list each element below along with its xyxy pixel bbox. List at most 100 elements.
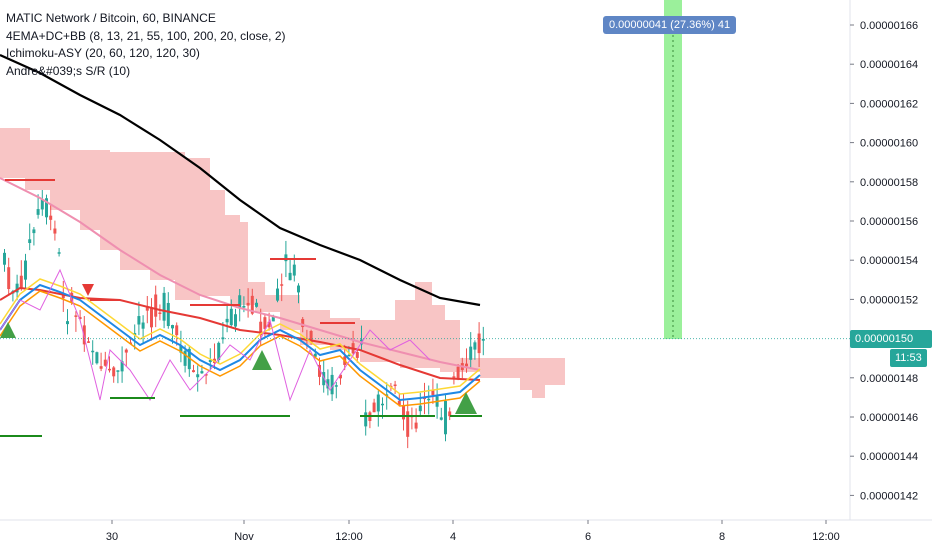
candle-body (288, 272, 292, 281)
time-axis[interactable]: 30 Nov 12:00 4 6 8 12:00 (106, 520, 840, 543)
candle-body (196, 374, 200, 378)
ema200-line (0, 53, 481, 307)
price-tick-label: 0.00000154 (860, 255, 918, 267)
candle-body (49, 215, 53, 220)
candle-body (339, 374, 342, 379)
candle-body (204, 374, 208, 376)
candle-body (481, 338, 485, 341)
candle-body (112, 367, 116, 377)
candle-body (431, 389, 435, 395)
pink-line (0, 177, 481, 371)
blue-ema-line (0, 283, 481, 402)
candle-body (427, 398, 431, 401)
candle-body (154, 294, 158, 317)
price-tick-label: 0.00000156 (860, 216, 918, 228)
candle-body (376, 394, 380, 412)
candle-body (372, 402, 376, 413)
candle-body (99, 366, 103, 369)
yellow-ema-line (0, 278, 481, 395)
price-tick-label: 0.00000166 (860, 20, 918, 32)
candle-body (40, 199, 44, 210)
measure-zone-group (664, 0, 682, 339)
candle-body (364, 412, 368, 427)
buy-signal-triangle (455, 392, 477, 414)
buy-signal-triangle (252, 350, 272, 370)
sell-signal-triangle (82, 284, 94, 296)
candle-body (74, 315, 78, 317)
candle-body (187, 348, 191, 370)
candle-body (124, 349, 128, 353)
candle-body (242, 306, 246, 308)
candle-body (347, 354, 351, 357)
candle-body (141, 322, 145, 329)
candle-body (145, 307, 149, 311)
indicator-lines-group (0, 53, 481, 407)
legend-symbol-title[interactable]: MATIC Network / Bitcoin, 60, BINANCE (6, 11, 216, 25)
candle-body (19, 275, 23, 289)
legend-sr-indicator[interactable]: Andre&#039;s S/R (10) (6, 63, 131, 78)
candle-body (456, 366, 460, 380)
chart-legend: MATIC Network / Bitcoin, 60, BINANCE 4EM… (6, 10, 286, 80)
candle-body (166, 302, 170, 327)
candle-body (326, 379, 330, 389)
price-tick-label: 0.00000162 (860, 98, 918, 110)
candle-body (250, 295, 254, 314)
candle-body (255, 302, 258, 307)
candle-body (309, 330, 313, 343)
measure-range-label: 0.00000041 (27.36%) 41 (603, 16, 737, 34)
legend-ema-indicator[interactable]: 4EMA+DC+BB (8, 13, 21, 55, 100, 200, 20,… (6, 28, 286, 43)
ichimoku-cloud (0, 128, 565, 398)
price-tick-label: 0.00000144 (860, 451, 918, 463)
candle-body (24, 260, 27, 280)
candle-body (276, 288, 279, 301)
candle-body (330, 374, 334, 395)
legend-ichimoku-indicator[interactable]: Ichimoku-ASY (20, 60, 120, 120, 30) (6, 46, 200, 60)
candle-body (103, 359, 107, 366)
candle-body (208, 359, 212, 363)
candle-body (402, 405, 405, 420)
time-tick-label: Nov (234, 531, 254, 543)
candle-body (301, 318, 305, 328)
candle-body (200, 371, 204, 374)
candle-body (313, 353, 317, 357)
candle-body (217, 342, 221, 361)
candles-group (3, 190, 485, 449)
candle-body (137, 316, 141, 325)
candle-body (452, 376, 456, 378)
candle-body (469, 346, 473, 360)
candle-body (414, 422, 418, 429)
candle-body (444, 401, 447, 435)
time-tick-label: 6 (585, 531, 591, 543)
sr-levels-group (0, 179, 482, 437)
candle-body (280, 284, 284, 286)
candle-body (120, 361, 124, 372)
candle-body (171, 325, 174, 329)
current-price-badge: 0.00000150 (850, 329, 932, 348)
candle-body (418, 405, 422, 412)
buy-signal-triangle (0, 322, 16, 338)
candle-body (192, 370, 195, 373)
price-tick-label: 0.00000164 (860, 59, 918, 71)
candle-body (229, 308, 233, 326)
red-ema-line (0, 286, 481, 381)
candle-body (406, 411, 410, 437)
candle-body (95, 352, 99, 364)
candle-body (53, 228, 57, 234)
candle-body (116, 370, 120, 372)
candle-body (133, 333, 137, 336)
candle-body (271, 316, 275, 322)
candle-body (393, 384, 397, 387)
time-tick-label: 30 (106, 531, 118, 543)
time-tick-label: 4 (450, 531, 456, 543)
candle-body (284, 254, 288, 262)
price-axis[interactable]: 0.00000166 0.00000164 0.00000162 0.00000160… (850, 20, 918, 502)
candle-body (246, 302, 250, 306)
price-tick-label: 0.00000148 (860, 373, 918, 385)
ichimoku-cloud-group (0, 128, 565, 398)
price-tick-label: 0.00000142 (860, 490, 918, 502)
candle-body (61, 293, 65, 299)
candle-body (78, 317, 82, 320)
price-tick-label: 0.00000146 (860, 412, 918, 424)
